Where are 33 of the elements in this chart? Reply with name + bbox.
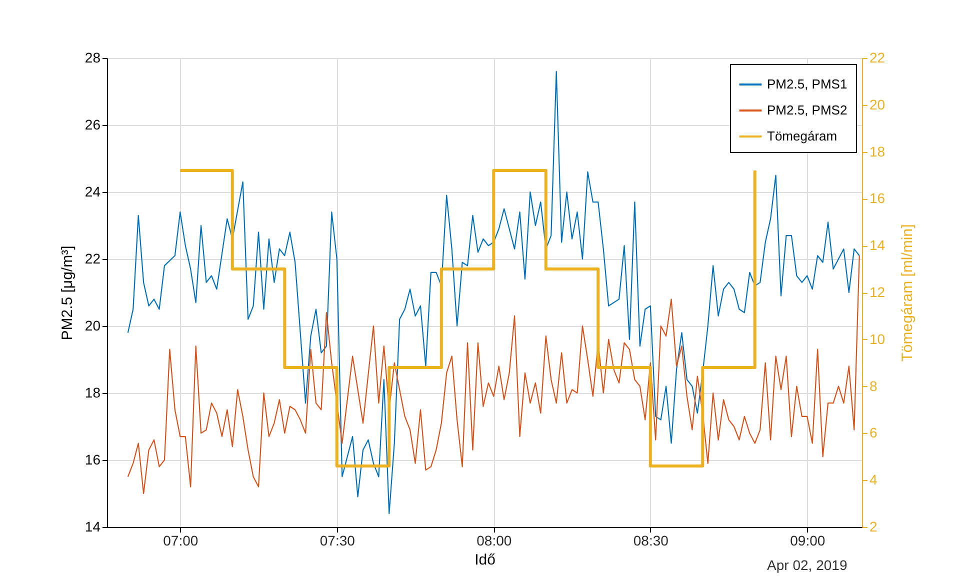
x-axis-title: Idő xyxy=(474,552,496,568)
y-tick-label: 20 xyxy=(84,318,101,334)
y-axis-title: PM2.5 [μg/m³] xyxy=(58,246,76,340)
y2-tick-label: 20 xyxy=(870,96,886,112)
y-tick-label: 18 xyxy=(84,384,101,400)
y2-tick-label: 10 xyxy=(870,330,886,347)
y2-tick-label: 8 xyxy=(870,378,878,394)
y2-tick-label: 22 xyxy=(870,50,886,66)
y-tick-label: 24 xyxy=(84,184,101,200)
y2-axis-title: Tömegáram [ml/min] xyxy=(899,224,916,362)
text: Apr 02, 2019 xyxy=(767,557,848,573)
y2-tick-label: 12 xyxy=(870,284,886,300)
x-tick-label: 08:30 xyxy=(633,532,669,548)
y2-tick-label: 2 xyxy=(870,518,878,534)
x-tick-label: 07:30 xyxy=(320,532,356,548)
y-tick-label: 26 xyxy=(84,116,101,132)
x-tick-label: 08:00 xyxy=(476,532,512,548)
y-tick-label: 28 xyxy=(84,50,101,66)
x-tick-label: 09:00 xyxy=(790,532,826,548)
legend-label: PM2.5, PMS2 xyxy=(767,102,848,118)
line-series xyxy=(127,70,860,514)
legend-label: Tömegáram xyxy=(767,128,838,144)
y-tick-label: 22 xyxy=(84,250,101,266)
x-tick-label: 07:00 xyxy=(163,532,198,548)
legend-label: PM2.5, PMS1 xyxy=(767,76,848,92)
y2-tick-label: 14 xyxy=(870,237,886,254)
y2-tick-label: 18 xyxy=(870,143,886,160)
y-tick-label: 16 xyxy=(84,452,101,468)
y2-tick-label: 4 xyxy=(870,472,878,488)
y2-tick-label: 6 xyxy=(870,424,878,441)
y-tick-label: 14 xyxy=(84,518,101,534)
y2-tick-label: 16 xyxy=(870,190,886,206)
line-series xyxy=(127,255,860,494)
